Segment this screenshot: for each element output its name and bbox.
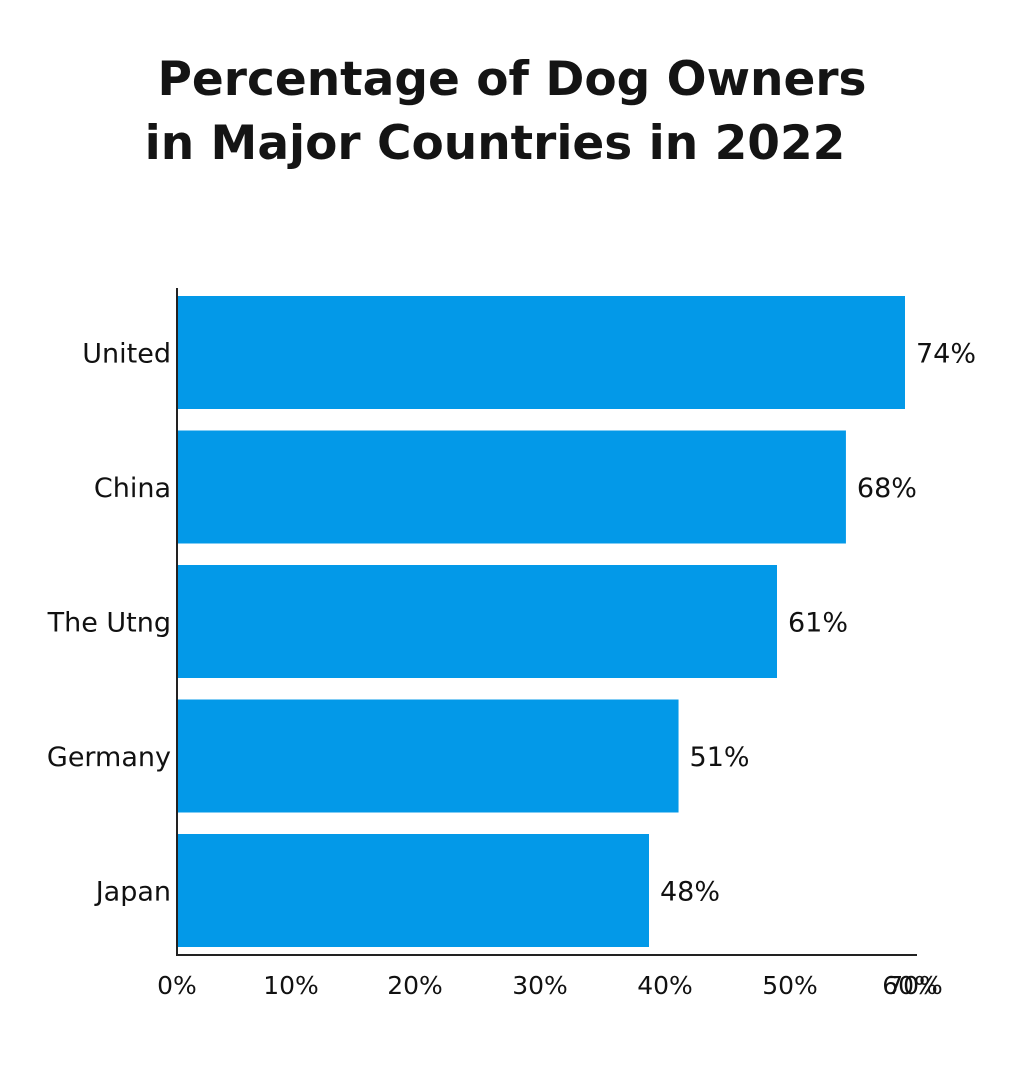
bar-4 bbox=[178, 834, 649, 947]
category-label-2: The Utng bbox=[47, 608, 171, 639]
bar-2 bbox=[178, 565, 777, 678]
bar-1 bbox=[178, 430, 846, 544]
chart-title-line-2: in Major Countries in 2022 bbox=[144, 116, 846, 171]
value-label-1: 68% bbox=[857, 473, 917, 504]
x-tick-labels-group: 0% 10% 20% 30% 40% 50% 60%70% bbox=[157, 971, 943, 1000]
x-tick-label-3: 30% bbox=[512, 971, 568, 1000]
value-label-3: 51% bbox=[690, 742, 750, 773]
x-tick-label-4: 40% bbox=[637, 971, 693, 1000]
value-label-0: 74% bbox=[916, 339, 976, 370]
x-tick-label-2: 20% bbox=[387, 971, 443, 1000]
category-label-0: United bbox=[82, 339, 171, 370]
value-labels-group: 74% 68% 61% 51% 48% bbox=[660, 339, 976, 908]
value-label-2: 61% bbox=[788, 608, 848, 639]
x-tick-label-0: 0% bbox=[157, 971, 197, 1000]
category-label-1: China bbox=[94, 473, 171, 504]
x-tick-label-7: 70% bbox=[887, 971, 943, 1000]
bar-3 bbox=[178, 699, 679, 813]
x-tick-label-6: 60% bbox=[882, 971, 938, 1000]
category-labels-group: United China The Utng Germany Japan bbox=[47, 339, 171, 908]
bar-0 bbox=[178, 296, 905, 409]
chart-title: Percentage of Dog Owners in Major Countr… bbox=[0, 48, 1024, 176]
value-label-4: 48% bbox=[660, 877, 720, 908]
x-tick-label-1: 10% bbox=[263, 971, 319, 1000]
bars-group bbox=[178, 296, 905, 947]
chart-title-line-1: Percentage of Dog Owners bbox=[157, 52, 867, 107]
category-label-4: Japan bbox=[94, 877, 171, 908]
category-label-3: Germany bbox=[47, 742, 171, 773]
x-tick-label-5: 50% bbox=[762, 971, 818, 1000]
